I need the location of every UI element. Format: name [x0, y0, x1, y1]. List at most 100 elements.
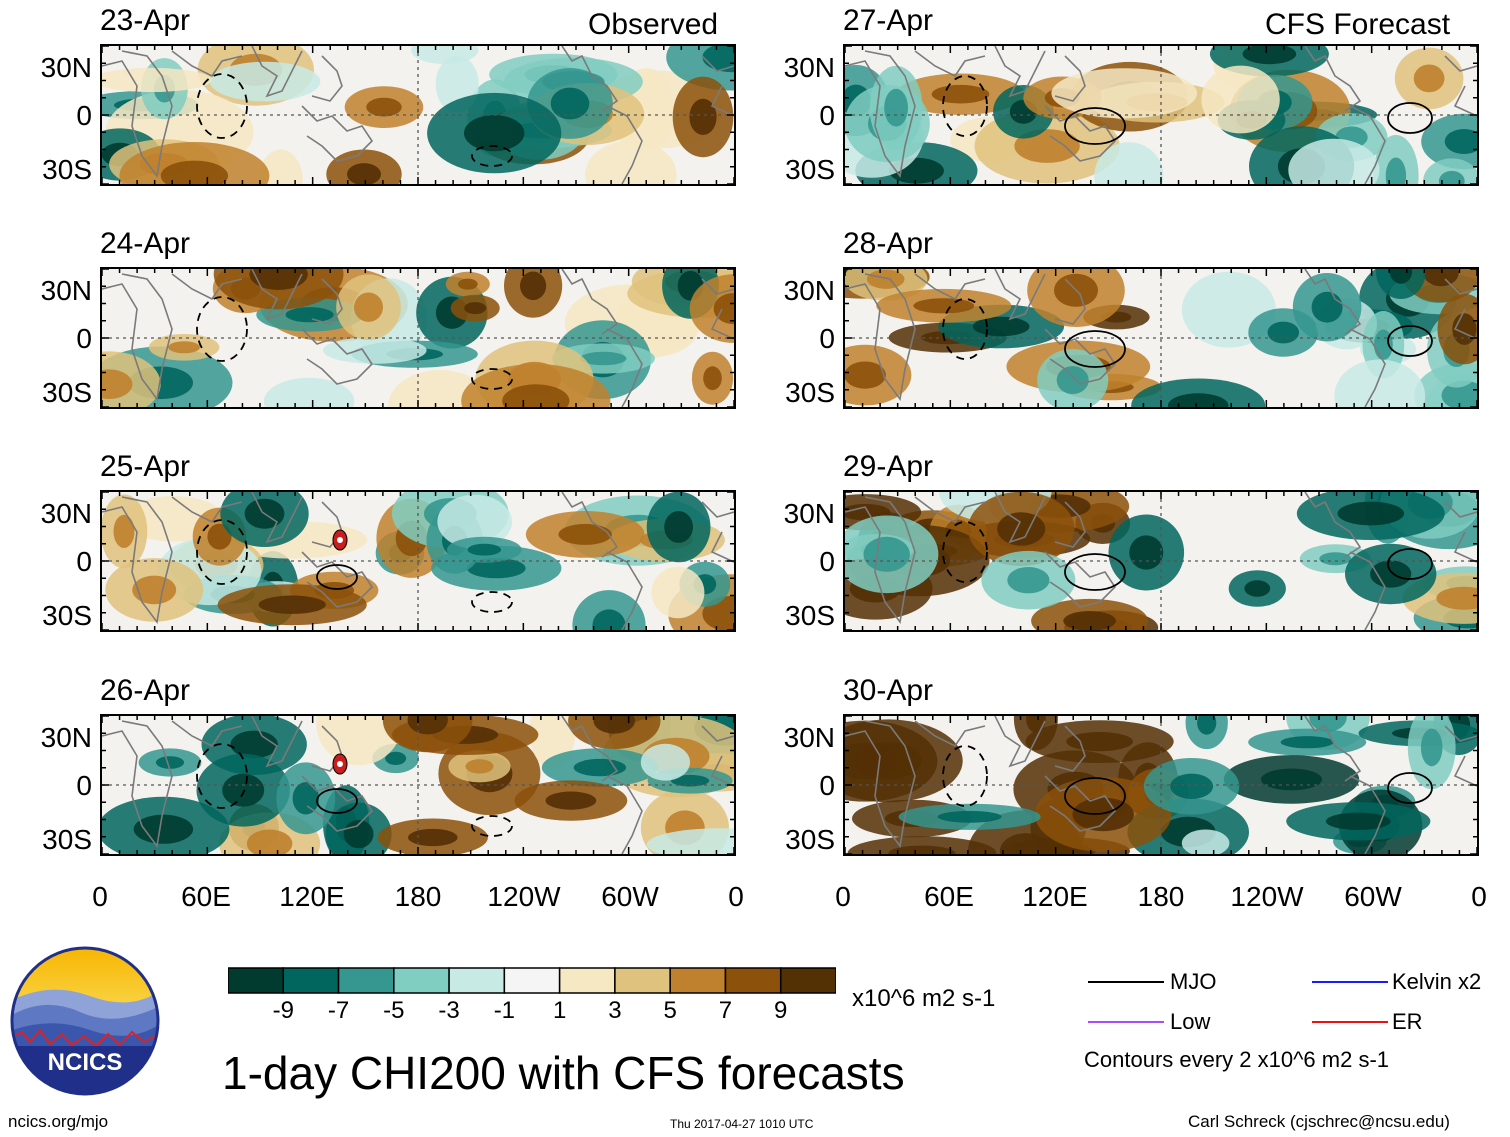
legend-label: Low	[1170, 1009, 1211, 1034]
lat-tick-label: 30S	[785, 154, 835, 185]
panel-date: 24-Apr	[100, 227, 191, 260]
panel-date: 30-Apr	[843, 674, 934, 707]
lat-tick-label: 30N	[40, 722, 92, 753]
coastlines	[845, 492, 1477, 630]
lat-tick-label: 30S	[42, 154, 92, 185]
map-panel	[843, 490, 1479, 632]
anomaly-field	[102, 716, 734, 854]
map-panel	[100, 267, 736, 409]
panel-date: 23-Apr	[100, 4, 191, 37]
lat-tick-label: 30S	[785, 377, 835, 408]
legend-line-er	[1312, 1021, 1388, 1023]
lat-tick-label: 30N	[40, 275, 92, 306]
lon-tick-label: 120E	[1022, 881, 1088, 912]
lon-tick-label: 60E	[924, 881, 974, 912]
lat-tick-label: 0	[76, 323, 92, 354]
colorbar-level-label: -7	[327, 997, 350, 1024]
panel-date: 29-Apr	[843, 450, 934, 483]
colorbar-swatch	[558, 967, 616, 994]
colorbar-swatch	[779, 967, 836, 994]
lat-tick-label: 0	[819, 770, 835, 801]
mjo-contours	[196, 519, 513, 613]
coastlines	[102, 46, 734, 184]
mjo-contours	[942, 298, 1433, 368]
colorbar-swatch	[448, 967, 506, 994]
colorbar-swatch	[724, 967, 782, 994]
lat-tick-label: 0	[819, 546, 835, 577]
lat-tick-label: 0	[76, 546, 92, 577]
anomaly-field	[102, 269, 734, 407]
axis-ticks	[845, 716, 1477, 854]
lon-tick-label: 180	[1137, 881, 1185, 912]
legend-label: ER	[1392, 1009, 1423, 1034]
map-panel	[100, 44, 736, 186]
lat-tick-label: 0	[819, 323, 835, 354]
lon-tick-label: 0	[835, 881, 851, 912]
lat-tick-label: 30S	[785, 824, 835, 855]
map-panel	[843, 714, 1479, 856]
legend-line-kelvin-x2	[1312, 981, 1388, 983]
colorbar-units: x10^6 m2 s-1	[852, 985, 996, 1012]
lat-tick-label: 30N	[40, 498, 92, 529]
map-panel	[843, 267, 1479, 409]
anomaly-field	[845, 269, 1477, 407]
axis-ticks	[102, 716, 734, 854]
lat-tick-label: 30N	[40, 52, 92, 83]
lat-tick-label: 30S	[42, 600, 92, 631]
lat-tick-label: 30N	[783, 52, 835, 83]
colorbar-swatch	[614, 967, 671, 994]
mjo-contours	[196, 743, 513, 837]
lat-tick-label: 30S	[42, 824, 92, 855]
colorbar-swatch	[337, 967, 395, 994]
colorbar-level-label: -1	[493, 997, 516, 1024]
ncics-logo: NCICS	[10, 946, 160, 1096]
lat-tick-label: 30N	[783, 722, 835, 753]
axis-ticks	[845, 269, 1477, 407]
er-marker	[332, 753, 348, 775]
colorbar-level-label: 3	[608, 997, 622, 1024]
logo-text: NCICS	[48, 1049, 123, 1076]
colorbar-level-label: 7	[718, 997, 733, 1024]
colorbar-level-label: -5	[383, 997, 405, 1024]
axis-ticks	[102, 269, 734, 407]
forecast-label: CFS Forecast	[1265, 8, 1451, 41]
colorbar-level-label: 5	[663, 997, 677, 1024]
anomaly-field	[845, 492, 1477, 630]
lat-tick-label: 0	[76, 770, 92, 801]
colorbar-level-label: 9	[774, 997, 788, 1024]
lat-tick-label: 30S	[785, 600, 835, 631]
anomaly-field	[845, 46, 1477, 184]
lon-tick-label: 180	[394, 881, 442, 912]
lon-tick-label: 60E	[181, 881, 231, 912]
coastlines	[102, 716, 734, 854]
map-panel	[100, 490, 736, 632]
lon-tick-label: 120W	[487, 881, 561, 912]
footer-author: Carl Schreck (cjschrec@ncsu.edu)	[1188, 1112, 1450, 1131]
legend-label: MJO	[1170, 969, 1217, 994]
lat-tick-label: 0	[76, 100, 92, 131]
colorbar-swatch	[282, 967, 340, 994]
lon-tick-label: 120E	[279, 881, 345, 912]
colorbar-level-label: -9	[272, 997, 294, 1024]
colorbar-swatch	[503, 967, 561, 994]
lon-tick-label: 0	[728, 881, 744, 912]
axis-ticks	[102, 46, 734, 184]
colorbar-swatch	[228, 967, 285, 994]
mjo-contours	[942, 521, 1433, 591]
lon-tick-label: 120W	[1230, 881, 1304, 912]
er-marker	[332, 529, 348, 551]
coastlines	[102, 492, 734, 630]
lat-tick-label: 30S	[42, 377, 92, 408]
colorbar-swatch	[393, 967, 450, 994]
map-panel	[100, 714, 736, 856]
mjo-contours	[942, 745, 1433, 815]
footer-url[interactable]: ncics.org/mjo	[8, 1112, 109, 1131]
axis-ticks	[102, 492, 734, 630]
lat-tick-label: 30N	[783, 498, 835, 529]
map-panel	[843, 44, 1479, 186]
colorbar-level-label: -3	[438, 997, 460, 1024]
panel-date: 26-Apr	[100, 674, 191, 707]
contour-note: Contours every 2 x10^6 m2 s-1	[1084, 1047, 1390, 1072]
panel-date: 25-Apr	[100, 450, 191, 483]
lon-tick-label: 0	[1471, 881, 1487, 912]
